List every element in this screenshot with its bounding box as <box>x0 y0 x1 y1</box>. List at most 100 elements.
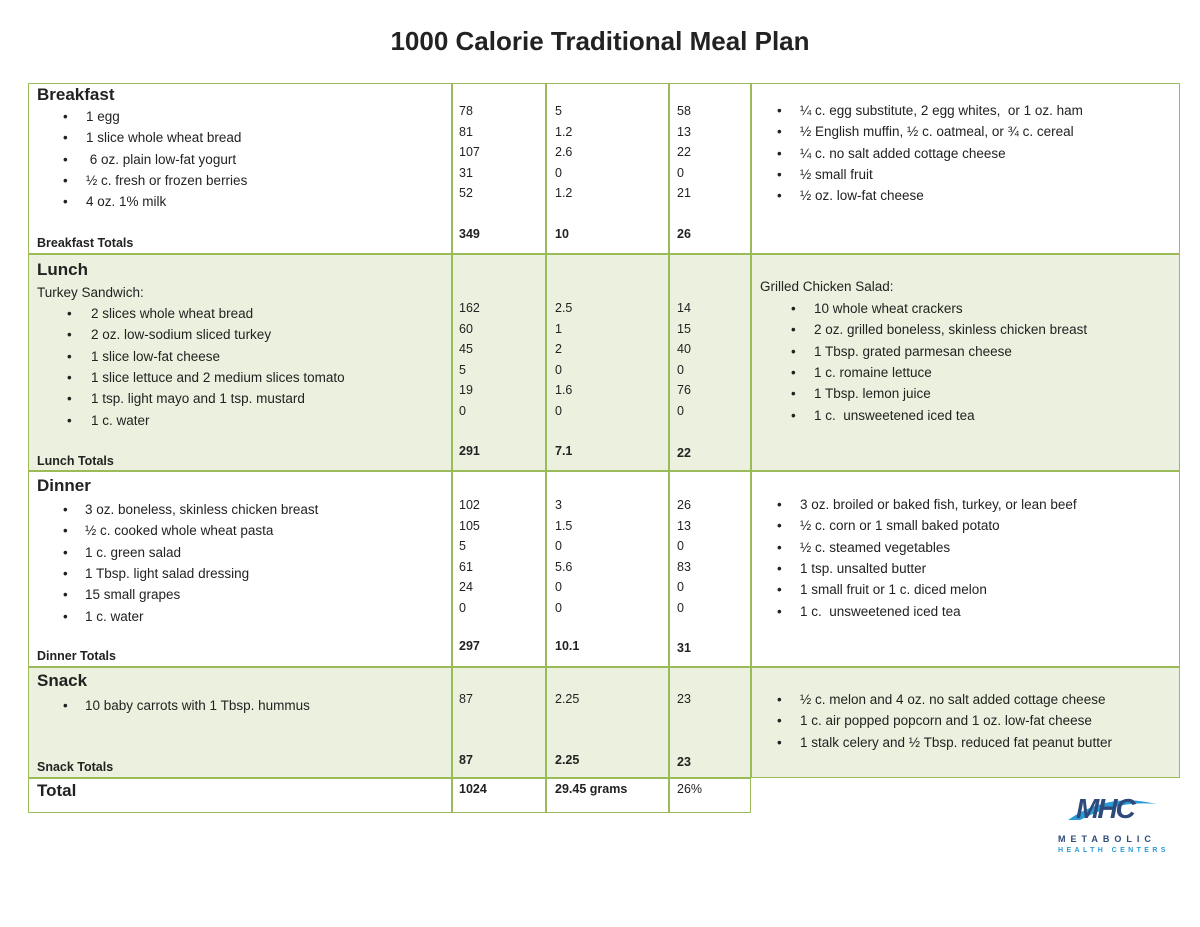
bullet: • <box>63 523 68 539</box>
percent-total: 26 <box>677 227 691 241</box>
table-cell <box>28 254 452 471</box>
total-percent: 26% <box>677 782 703 796</box>
table-cell <box>546 254 669 471</box>
table-cell <box>669 667 751 778</box>
fat-value: 1.5 <box>555 518 573 533</box>
fat-total: 7.1 <box>555 444 573 458</box>
percent-value: 23 <box>677 692 691 706</box>
alternative-item: ½ c. melon and 4 oz. no salt added cotta… <box>800 692 1106 707</box>
percent-value: 26 <box>677 498 691 512</box>
alternative-item: ¼ c. egg substitute, 2 egg whites, or 1 … <box>800 103 1083 118</box>
percent-value: 13 <box>677 518 691 533</box>
calories-value: 45 <box>459 342 473 356</box>
calories-value: 60 <box>459 321 473 336</box>
calories-value: 5 <box>459 539 466 553</box>
food-item: 1 c. water <box>85 608 144 624</box>
section-heading: Snack <box>37 671 88 690</box>
bullet: • <box>63 502 68 517</box>
fat-value: 1.2 <box>555 186 573 200</box>
fat-value: 1.2 <box>555 124 573 139</box>
bullet: • <box>63 151 68 167</box>
bullet: • <box>63 698 68 713</box>
bullet: • <box>777 124 782 140</box>
percent-total: 31 <box>677 641 691 655</box>
bullet: • <box>67 327 72 343</box>
bullet: • <box>777 692 782 707</box>
section-intro: Turkey Sandwich: <box>37 285 144 300</box>
calories-total: 349 <box>459 227 480 241</box>
alternative-item: 1 stalk celery and ½ Tbsp. reduced fat p… <box>800 734 1112 750</box>
fat-total: 2.25 <box>555 753 580 767</box>
bullet: • <box>63 172 68 188</box>
table-cell <box>452 471 546 667</box>
table-cell <box>669 471 751 667</box>
food-item: 1 slice lettuce and 2 medium slices toma… <box>91 369 345 385</box>
calories-value: 19 <box>459 383 473 397</box>
food-item: 1 tsp. light mayo and 1 tsp. mustard <box>91 391 305 407</box>
calories-value: 81 <box>459 124 473 139</box>
calories-value: 102 <box>459 498 480 512</box>
percent-total: 23 <box>677 755 691 769</box>
bullet: • <box>777 103 782 118</box>
bullet: • <box>777 734 782 750</box>
totals-label: Lunch Totals <box>37 454 114 468</box>
percent-value: 58 <box>677 104 691 118</box>
table-cell <box>452 83 546 254</box>
logo-line2: HEALTH CENTERS <box>1058 847 1169 854</box>
table-cell <box>546 667 669 778</box>
bullet: • <box>777 497 782 512</box>
table-cell <box>751 667 1180 778</box>
food-item: 1 Tbsp. light salad dressing <box>85 565 250 581</box>
fat-total: 10 <box>555 227 569 241</box>
fat-total: 10.1 <box>555 639 580 653</box>
percent-value: 0 <box>677 580 684 594</box>
table-cell <box>28 778 452 813</box>
food-item: 2 slices whole wheat bread <box>91 306 254 321</box>
alternative-item: 1 tsp. unsalted butter <box>800 560 927 576</box>
bullet: • <box>63 130 68 146</box>
alternative-item: 10 whole wheat crackers <box>814 301 963 316</box>
percent-value: 14 <box>677 301 691 315</box>
food-item: 6 oz. plain low-fat yogurt <box>86 151 237 167</box>
percent-value: 0 <box>677 165 684 180</box>
food-item: 2 oz. low-sodium sliced turkey <box>91 327 272 343</box>
bullet: • <box>67 369 72 385</box>
bullet: • <box>63 565 68 581</box>
bullet: • <box>791 386 796 402</box>
fat-value: 1 <box>555 321 562 336</box>
total-label: Total <box>37 781 77 800</box>
percent-value: 0 <box>677 539 684 553</box>
percent-value: 13 <box>677 124 691 139</box>
calories-value: 162 <box>459 301 480 315</box>
table-cell <box>28 83 452 254</box>
table-cell <box>452 667 546 778</box>
fat-value: 0 <box>555 403 562 418</box>
fat-value: 0 <box>555 165 562 180</box>
alternative-item: ½ small fruit <box>800 166 873 182</box>
table-cell <box>669 254 751 471</box>
food-item: 10 baby carrots with 1 Tbsp. hummus <box>85 698 310 713</box>
logo-line1: METABOLIC <box>1058 834 1156 844</box>
bullet: • <box>791 407 796 423</box>
table-cell <box>751 83 1180 254</box>
totals-label: Breakfast Totals <box>37 236 134 250</box>
fat-value: 0 <box>555 362 562 377</box>
fat-value: 5 <box>555 104 562 118</box>
food-item: 1 c. water <box>91 412 150 428</box>
bullet: • <box>63 109 68 124</box>
percent-value: 22 <box>677 145 691 159</box>
fat-value: 2 <box>555 342 562 356</box>
alternative-item: 1 small fruit or 1 c. diced melon <box>800 582 987 598</box>
table-cell <box>452 778 546 813</box>
food-item: 1 c. green salad <box>85 544 182 560</box>
calories-value: 0 <box>459 600 466 615</box>
food-item: 1 slice whole wheat bread <box>86 130 242 146</box>
bullet: • <box>791 364 796 380</box>
bullet: • <box>777 539 782 555</box>
food-item: 15 small grapes <box>85 587 181 603</box>
calories-value: 0 <box>459 403 466 418</box>
bullet: • <box>777 560 782 576</box>
bullet: • <box>777 145 782 161</box>
calories-total: 291 <box>459 444 480 458</box>
bullet: • <box>777 582 782 598</box>
